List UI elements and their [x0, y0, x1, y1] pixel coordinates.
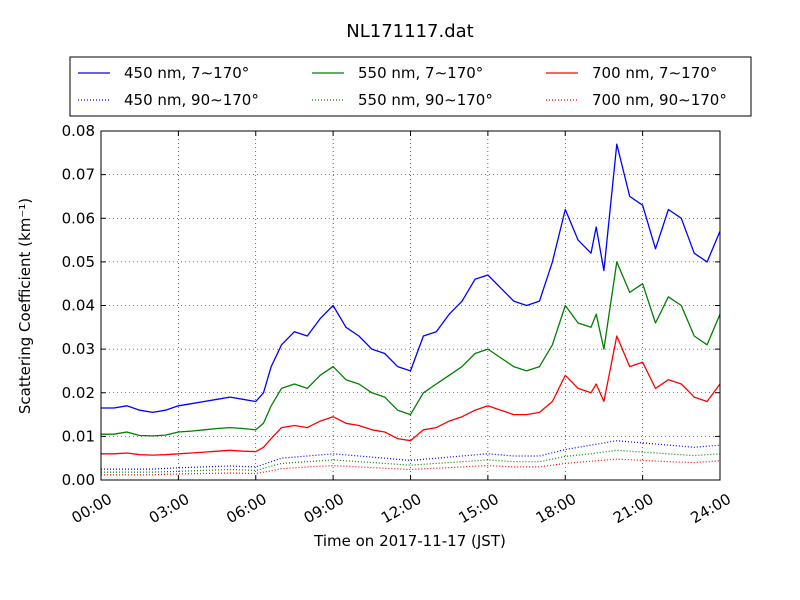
legend-label: 450 nm, 90∼170° — [124, 91, 259, 109]
x-tick-label: 09:00 — [301, 490, 347, 527]
y-tick-label: 0.04 — [62, 297, 95, 315]
x-tick-label: 03:00 — [146, 490, 192, 527]
x-tick-label: 00:00 — [69, 490, 115, 527]
y-tick-label: 0.03 — [62, 340, 95, 358]
chart-title: NL171117.dat — [346, 21, 473, 42]
y-axis-label: Scattering Coefficient (km⁻¹) — [16, 198, 34, 414]
y-tick-label: 0.08 — [62, 122, 95, 140]
legend: 450 nm, 7∼170° 550 nm, 7∼170° 700 nm, 7∼17… — [69, 56, 752, 117]
legend-label: 550 nm, 90∼170° — [358, 91, 493, 109]
y-tick-label: 0.02 — [62, 384, 95, 402]
series-line — [101, 261, 721, 437]
y-tick-label: 0.05 — [62, 253, 95, 271]
legend-box — [69, 56, 752, 117]
y-tick-label: 0.07 — [62, 166, 95, 184]
legend-label: 450 nm, 7∼170° — [124, 64, 249, 82]
series-line — [101, 440, 721, 470]
x-tick-label: 12:00 — [378, 490, 424, 527]
legend-label: 550 nm, 7∼170° — [358, 64, 483, 82]
x-tick-label: 06:00 — [223, 490, 269, 527]
series-lines — [101, 143, 721, 476]
series-line — [101, 458, 721, 476]
x-tick-label: 15:00 — [455, 490, 501, 527]
series-line — [101, 335, 721, 456]
x-tick-label: 18:00 — [533, 490, 579, 527]
x-tick-label: 24:00 — [688, 490, 734, 527]
x-axis-label: Time on 2017-11-17 (JST) — [313, 532, 506, 550]
legend-label: 700 nm, 90∼170° — [592, 91, 727, 109]
series-line — [101, 449, 721, 473]
y-tick-label: 0.00 — [62, 471, 95, 489]
y-tick-label: 0.06 — [62, 209, 95, 227]
legend-label: 700 nm, 7∼170° — [592, 64, 717, 82]
axis-ticks: 00:00 03:00 06:00 09:00 12:00 15:00 18:00 21:00… — [62, 122, 734, 527]
series-line — [101, 143, 721, 414]
y-tick-label: 0.01 — [62, 427, 95, 445]
x-tick-label: 21:00 — [610, 490, 656, 527]
